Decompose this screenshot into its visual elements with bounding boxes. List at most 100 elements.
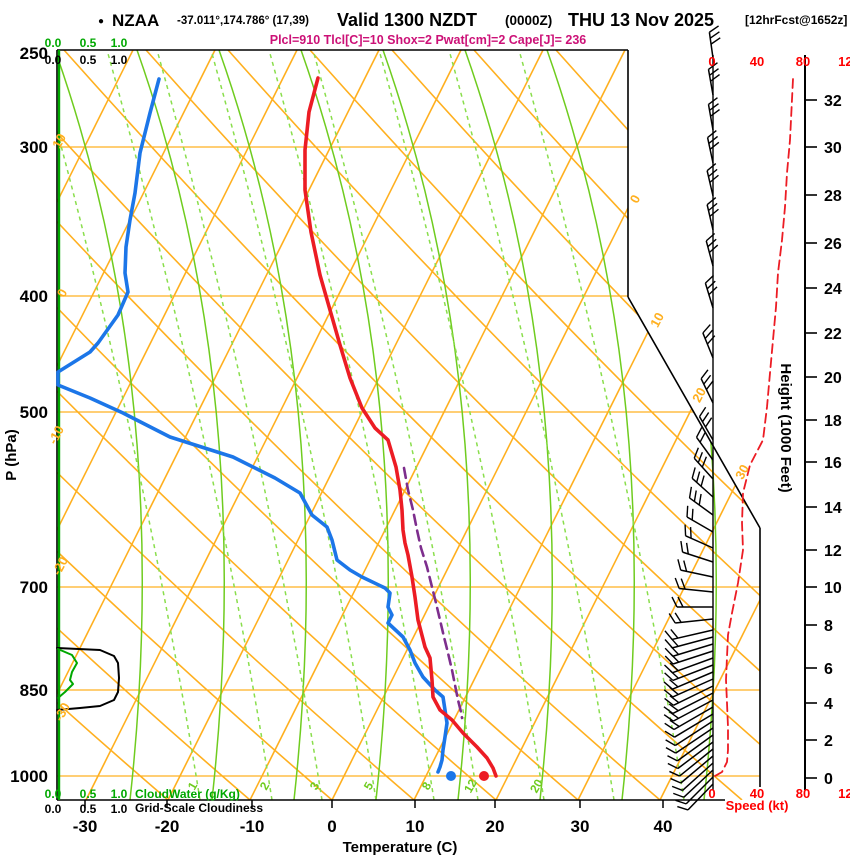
wind-barb — [698, 406, 714, 441]
moist-adiabat-line — [136, 50, 225, 800]
wind-barb — [675, 776, 714, 805]
dry-adiabat-line — [473, 50, 760, 800]
isotherm-label: 0 — [627, 192, 644, 205]
temp-tick-label: -30 — [73, 817, 98, 836]
wind-barb — [664, 650, 714, 665]
wind-barb — [664, 713, 714, 738]
wind-barb — [663, 678, 714, 698]
background-grid — [57, 50, 760, 800]
temp-tick-label: 0 — [327, 817, 336, 836]
wind-barb — [686, 505, 714, 533]
isotherm-line — [249, 50, 626, 800]
wind-barb — [664, 706, 714, 731]
cloudiness-scale-top: 1.0 — [111, 53, 128, 67]
temp-tick-label: -10 — [240, 817, 265, 836]
isotherm-label: 30 — [732, 462, 752, 482]
station-id: NZAA — [112, 11, 159, 30]
wind-barbs — [663, 25, 721, 811]
isotherm-line — [577, 50, 760, 800]
isotherm-line — [57, 50, 216, 800]
valid-utc: (0000Z) — [505, 13, 552, 28]
height-tick-label: 14 — [824, 500, 842, 517]
mixing-ratio-label: 12 — [461, 776, 480, 795]
valid-time: Valid 1300 NZDT — [337, 10, 477, 30]
dry-adiabat-line — [63, 50, 760, 800]
wind-barb — [671, 596, 713, 608]
dry-adiabat-line — [57, 50, 743, 800]
cloudiness-scale-top: 0.0 — [45, 53, 62, 67]
isotherm-line — [85, 50, 462, 800]
cloud-fraction-curve — [56, 647, 120, 711]
dry-adiabat-line — [57, 50, 251, 800]
isotherm-label: -30 — [51, 700, 73, 724]
isotherm-line — [495, 50, 760, 800]
height-tick-label: 16 — [824, 455, 842, 472]
cloudiness-scale-bottom: 1.0 — [111, 802, 128, 816]
mixing-ratio-line — [268, 50, 435, 800]
grid-clipped — [57, 50, 760, 800]
isotherm-label: 10 — [49, 131, 69, 151]
speed-tick-label-top: 40 — [750, 54, 764, 69]
wind-barb — [691, 467, 714, 498]
speed-tick-label-top: 120 — [838, 54, 850, 69]
height-tick-label: 6 — [824, 661, 833, 678]
height-tick-label: 4 — [824, 696, 833, 713]
isotherm-line — [57, 50, 298, 800]
moist-adiabat-line — [464, 50, 553, 800]
wind-speed-curve — [714, 78, 794, 777]
mixing-ratio-line — [312, 50, 479, 800]
pressure-axis-title: P (hPa) — [3, 429, 20, 480]
cloudiness-scale-bottom: 0.5 — [80, 802, 97, 816]
mixing-ratio-line — [448, 50, 615, 800]
height-tick-label: 10 — [824, 580, 842, 597]
wind-barb — [706, 130, 720, 164]
wind-barb — [667, 741, 714, 770]
sounding-curves — [56, 76, 794, 781]
station-coords: -37.011°,174.786° (17,39) — [177, 15, 309, 27]
dry-adiabat-line — [57, 50, 497, 800]
pressure-tick-label: 400 — [20, 287, 48, 306]
cloudwater-scale-bottom: 0.0 — [45, 787, 62, 801]
height-tick-label: 28 — [824, 188, 842, 205]
moist-adiabat-line — [57, 50, 143, 800]
wind-barb — [664, 664, 714, 682]
dry-adiabat-line — [309, 50, 760, 800]
speed-tick-label-top: 80 — [796, 54, 810, 69]
station-bullet: ● — [98, 16, 104, 27]
mixing-ratio-line — [57, 50, 201, 800]
parcel-path-curve — [402, 466, 464, 720]
cloudwater-scale-bottom: 0.5 — [80, 787, 97, 801]
wind-barb — [669, 748, 714, 777]
mixing-ratio-line — [518, 50, 685, 800]
isotherm-line — [331, 50, 708, 800]
temp-tick-label: 10 — [406, 817, 425, 836]
cloudwater-scale-top: 0.5 — [80, 36, 97, 50]
pressure-tick-label: 1000 — [10, 767, 48, 786]
height-tick-label: 12 — [824, 543, 842, 560]
height-tick-label: 20 — [824, 370, 842, 387]
temp-tick-label: 20 — [486, 817, 505, 836]
isotherm-line — [659, 50, 760, 800]
surface-dewpoint-dot — [446, 771, 456, 781]
wind-barb — [668, 612, 714, 624]
isotherm-line — [57, 50, 134, 800]
cloudiness-scale-bottom: 0.0 — [45, 802, 62, 816]
temp-axis-title: Temperature (C) — [343, 839, 458, 856]
stability-indices: Plcl=910 Tlcl[C]=10 Shox=2 Pwat[cm]=2 Ca… — [270, 33, 587, 47]
height-axis-title: Height (1000 Feet) — [777, 363, 794, 492]
wind-barb — [663, 657, 714, 674]
dry-adiabat-line — [57, 50, 579, 800]
speed-tick-label-bottom: 80 — [796, 786, 810, 801]
wind-barb — [707, 62, 720, 96]
height-tick-label: 26 — [824, 236, 842, 253]
dry-adiabat-line — [391, 50, 760, 800]
height-tick-label: 32 — [824, 93, 842, 110]
pressure-tick-label: 500 — [20, 403, 48, 422]
pressure-tick-label: 250 — [20, 44, 48, 63]
dry-adiabat-line — [57, 50, 661, 800]
dewpoint-curve — [56, 77, 449, 774]
moist-adiabat-line — [628, 50, 717, 800]
mixing-ratio-line — [378, 50, 545, 800]
wind-barb — [695, 427, 714, 461]
mixing-ratio-label: 20 — [527, 776, 546, 795]
